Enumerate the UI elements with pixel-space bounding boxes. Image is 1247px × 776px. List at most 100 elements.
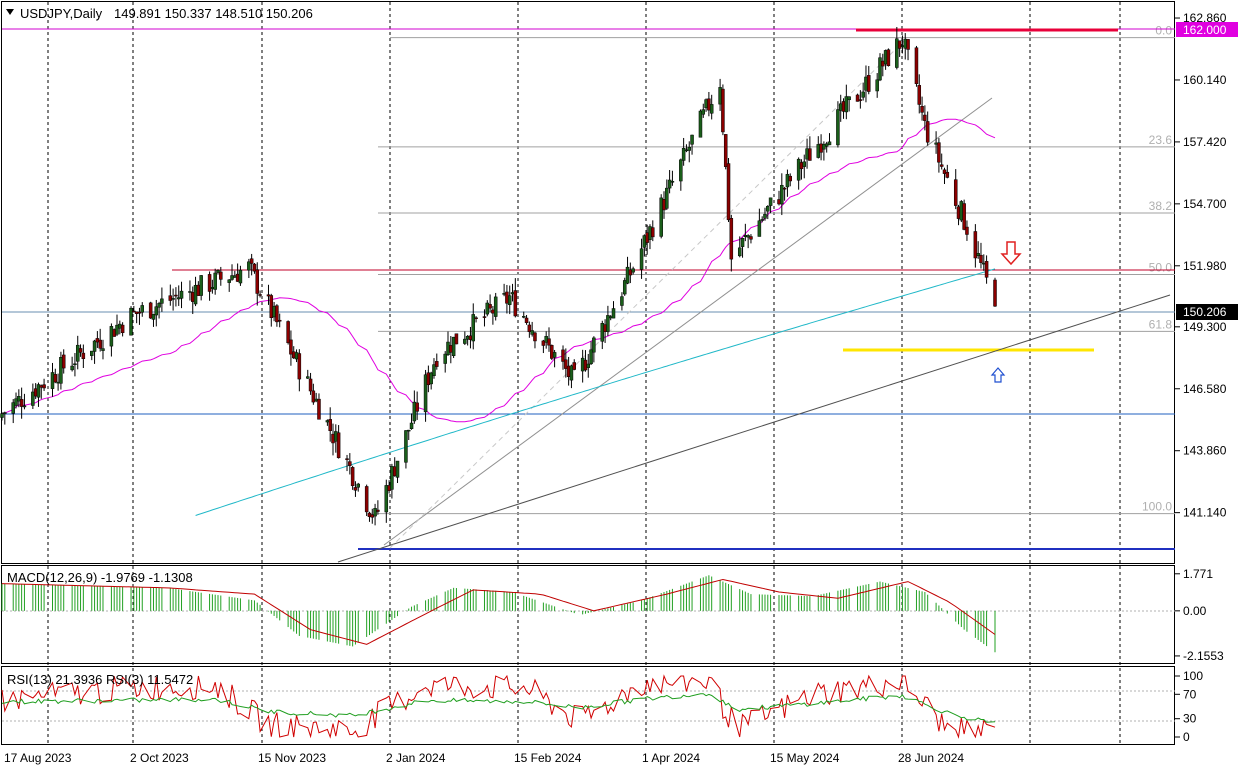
- candle-body: [651, 227, 655, 238]
- candle-body: [294, 352, 299, 360]
- candle-body: [179, 290, 184, 299]
- candle-body: [878, 57, 882, 81]
- candle-body: [881, 60, 885, 67]
- price-axis: 162.860 160.140 157.420 154.700 151.980 149.3…: [1175, 11, 1227, 520]
- macd-histogram: [1, 575, 996, 653]
- candle-body: [426, 372, 431, 386]
- candle-body: [235, 273, 240, 282]
- candle-body: [507, 295, 512, 305]
- candle-body: [502, 293, 506, 295]
- candle-body: [993, 279, 997, 307]
- candle-body: [698, 110, 703, 138]
- fib-level-label: 38.2: [1149, 199, 1173, 213]
- candle-body: [367, 512, 372, 517]
- rsi-tick-label: 30: [1183, 712, 1197, 726]
- candle-body: [485, 302, 490, 315]
- date-tick-label: 15 May 2024: [770, 751, 840, 765]
- candle-body: [233, 275, 237, 278]
- candle-body: [336, 432, 341, 459]
- price-tick-label: 151.980: [1183, 259, 1227, 273]
- candle-body: [824, 143, 829, 147]
- candle-body: [766, 206, 770, 212]
- candle-body: [115, 324, 119, 335]
- price-tick-label: 160.140: [1183, 73, 1227, 87]
- candle-body: [317, 398, 321, 420]
- candle-body: [493, 296, 498, 317]
- candle-body: [435, 361, 439, 367]
- resistance-price-text: 162.000: [1183, 23, 1227, 37]
- candle-body: [199, 275, 203, 296]
- ohlc-label: 149.891 150.337 148.510 150.206: [114, 6, 313, 21]
- chart-header: USDJPY,Daily 149.891 150.337 148.510 150…: [6, 6, 313, 21]
- candle-body: [14, 398, 18, 406]
- candle-body: [258, 294, 262, 296]
- candle-body: [687, 146, 691, 151]
- candle-body: [861, 91, 865, 98]
- current-price-badge: 150.206: [1176, 304, 1238, 320]
- candle-body: [945, 171, 950, 178]
- candle-body: [917, 85, 922, 105]
- candle-body: [160, 298, 164, 304]
- candle-body: [334, 431, 338, 442]
- candle-body: [488, 304, 492, 309]
- candle-body: [151, 313, 156, 320]
- candle-body: [914, 47, 919, 84]
- candle-body: [561, 349, 565, 362]
- candle-body: [188, 291, 192, 293]
- candle-body: [642, 235, 647, 248]
- price-tick-label: 149.300: [1183, 320, 1227, 334]
- candle-body: [592, 337, 596, 353]
- candle-body: [903, 38, 907, 49]
- candle-body: [569, 365, 574, 381]
- candle-body: [95, 338, 100, 343]
- candle-body: [721, 88, 725, 133]
- candle-body: [547, 338, 551, 346]
- candle-body: [572, 362, 576, 370]
- candle-body: [90, 350, 94, 356]
- candle-body: [429, 372, 433, 385]
- candle-body: [780, 184, 784, 205]
- candle-body: [707, 98, 711, 111]
- candle-body: [622, 280, 627, 295]
- candle-body: [552, 352, 557, 358]
- candle-body: [920, 106, 924, 113]
- price-tick-label: 146.580: [1183, 382, 1227, 396]
- candle-body: [247, 261, 251, 271]
- candle-body: [836, 109, 840, 146]
- macd-panel: [1, 565, 1175, 664]
- candle-body: [297, 353, 302, 380]
- candle-body: [81, 352, 86, 360]
- candle-body: [157, 303, 161, 308]
- candle-body: [70, 365, 74, 371]
- candle-body: [249, 258, 254, 264]
- candle-body: [620, 296, 624, 306]
- triangle-down-icon[interactable]: [6, 9, 14, 15]
- candle-body: [291, 351, 296, 359]
- candle-body: [353, 487, 358, 491]
- candle-body: [325, 420, 330, 423]
- candle-body: [808, 148, 812, 161]
- rsi-tick-label: 100: [1183, 669, 1203, 683]
- candle-body: [939, 164, 944, 167]
- candle-body: [785, 174, 790, 188]
- candle-body: [631, 268, 635, 273]
- candle-body: [101, 348, 105, 351]
- candle-body: [875, 79, 879, 92]
- candle-body: [505, 291, 509, 304]
- candle-body: [962, 203, 966, 230]
- current-price-text: 150.206: [1183, 305, 1227, 319]
- candle-body: [648, 226, 652, 240]
- candle-body: [799, 162, 804, 170]
- candle-body: [213, 272, 217, 290]
- candle-body: [53, 374, 58, 383]
- candle-body: [207, 274, 212, 292]
- candle-body: [331, 433, 335, 444]
- candle-body: [196, 284, 201, 296]
- candle-body: [112, 329, 116, 337]
- candle-body: [923, 114, 927, 121]
- candle-body: [356, 483, 360, 488]
- fibonacci-labels: 0.0 23.6 38.2 50.0 61.8 100.0: [1142, 24, 1172, 514]
- candle-body: [816, 144, 821, 158]
